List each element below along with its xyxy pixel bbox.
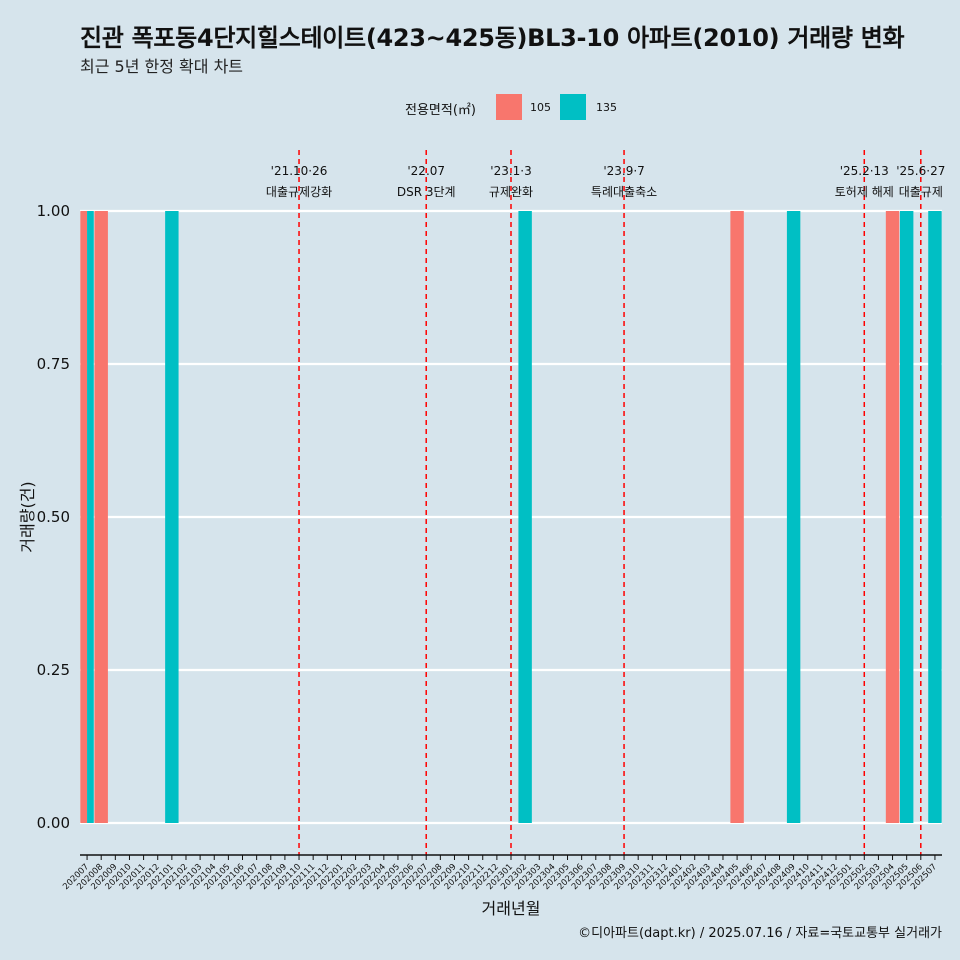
y-tick-label: 0.00 [37, 814, 70, 832]
bar-105-202504 [885, 211, 900, 823]
event-date-label: '23.9·7 [603, 164, 644, 178]
y-axis-title: 거래량(건) [18, 481, 37, 552]
event-date-label: '21.10·26 [271, 164, 328, 178]
x-axis-title: 거래년월 [482, 899, 541, 918]
legend-swatch-135 [560, 94, 586, 120]
y-tick-label: 0.75 [37, 355, 70, 373]
source-caption: ©디아파트(dapt.kr) / 2025.07.16 / 자료=국토교통부 실… [578, 926, 942, 941]
bar-105-202405 [730, 211, 744, 823]
bar-105-202007 [80, 211, 88, 823]
legend-title: 전용면적(㎡) [405, 103, 476, 118]
event-name-label: DSR 3단계 [397, 185, 456, 199]
event-name-label: 대출규제강화 [266, 185, 332, 199]
legend-swatch-105 [496, 94, 522, 120]
event-name-label: 특례대출축소 [591, 185, 657, 199]
legend-label-105: 105 [530, 101, 551, 114]
chart-title: 진관 폭포동4단지힐스테이트(423~425동)BL3-10 아파트(2010)… [80, 24, 905, 52]
chart-subtitle: 최근 5년 한정 확대 차트 [80, 57, 244, 76]
bar-135-202007 [87, 211, 94, 823]
bar-135-202507 [928, 211, 942, 823]
bar-105-202008 [94, 211, 108, 823]
event-date-label: '25.2·13 [840, 164, 889, 178]
bar-135-202302 [518, 211, 532, 823]
legend-label-135: 135 [596, 101, 617, 114]
event-date-label: '25.6·27 [896, 164, 945, 178]
bar-135-202409 [786, 211, 801, 823]
bar-135-202505 [899, 211, 914, 823]
event-name-label: 대출규제 [899, 185, 943, 199]
event-date-label: '23.1·3 [490, 164, 531, 178]
bar-135-202101 [165, 211, 179, 823]
legend: 전용면적(㎡) 105 135 [0, 94, 960, 120]
y-tick-label: 0.25 [37, 661, 70, 679]
event-date-label: '22.07 [407, 164, 445, 178]
event-name-label: 토허제 해제 [835, 185, 894, 199]
y-tick-label: 1.00 [37, 202, 70, 220]
y-tick-label: 0.50 [37, 508, 70, 526]
event-name-label: 규제완화 [489, 185, 533, 199]
